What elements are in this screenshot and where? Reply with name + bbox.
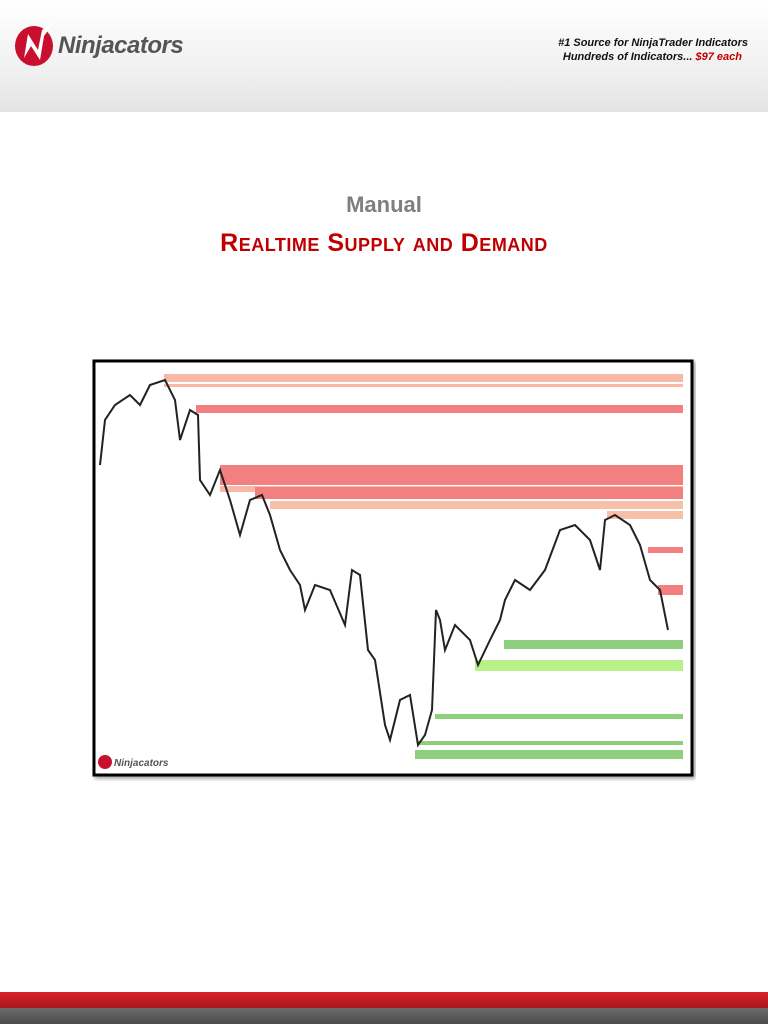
price-line [99, 378, 669, 748]
offer: Hundreds of Indicators... $97 each [563, 51, 742, 63]
watermark: Ninjacators [114, 758, 169, 769]
title: Realtime Supply and Demand [220, 229, 548, 257]
price: $97 each [695, 51, 742, 63]
manual-label: Manual [346, 192, 422, 217]
footer-bar [0, 1008, 768, 1024]
logo-mark [15, 20, 56, 66]
footer-band [0, 992, 768, 1008]
chart-watermark: Ninjacators [98, 755, 169, 769]
chart-illustration: Ninjacators [92, 359, 694, 777]
tagline: #1 Source for NinjaTrader Indicators [558, 37, 748, 49]
supply-zones [164, 374, 683, 595]
offer-text: Hundreds of Indicators... [562, 51, 693, 63]
demand-zones [415, 640, 683, 759]
brand[interactable]: Ninjacators [58, 32, 184, 59]
header: Ninjacators #1 Source for NinjaTrader In… [0, 0, 768, 112]
